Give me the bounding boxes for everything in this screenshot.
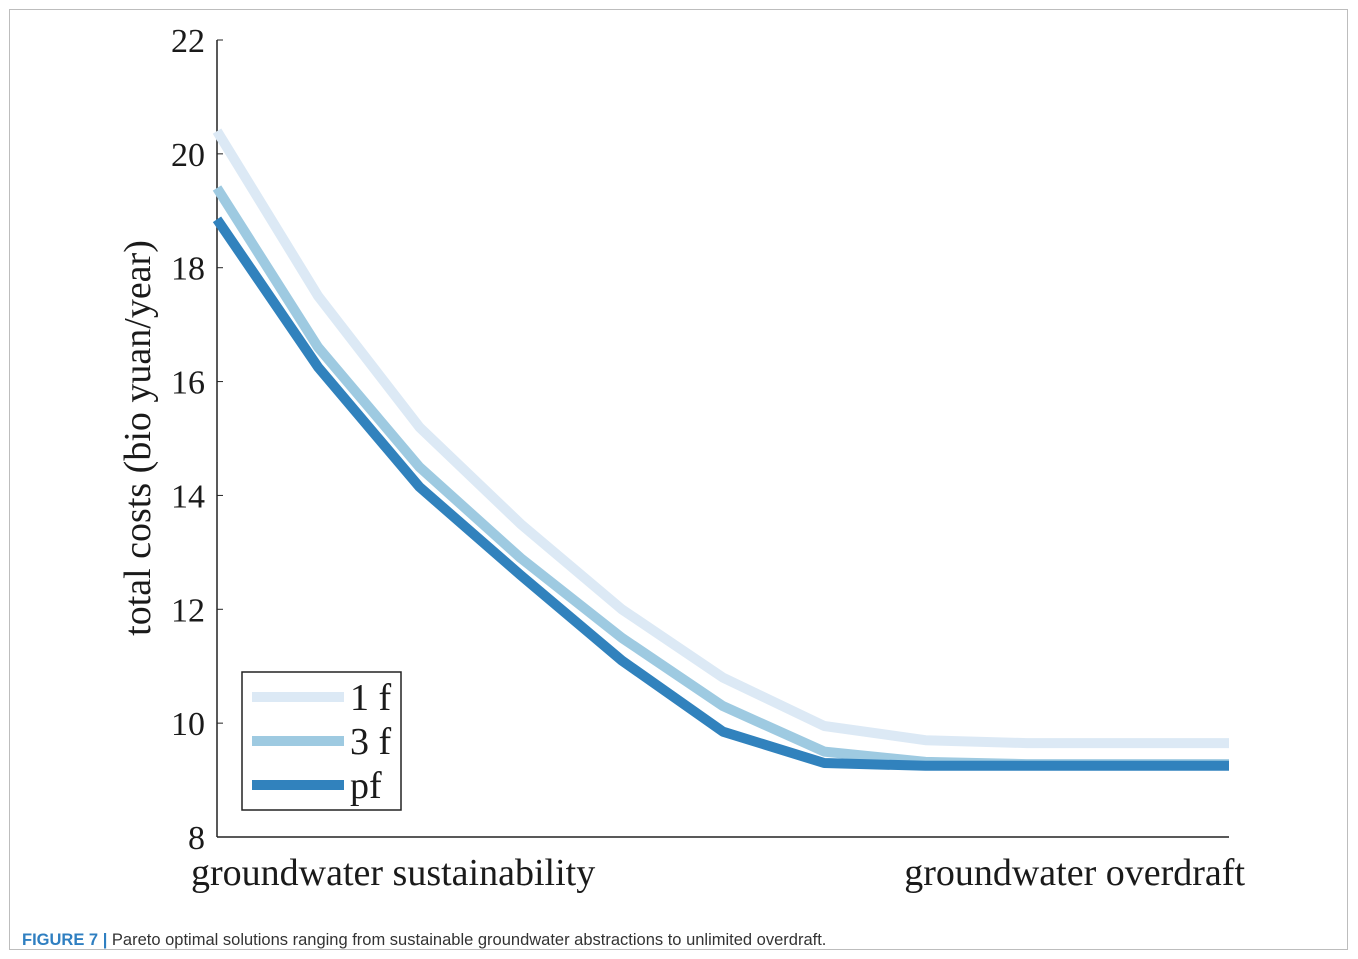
figure-separator: | xyxy=(102,931,108,949)
y-tick-label: 22 xyxy=(171,23,205,60)
figure-label: FIGURE 7 xyxy=(22,931,99,949)
axes: 8 10 12 14 16 18 20 22 xyxy=(171,23,1229,857)
y-tick-label: 14 xyxy=(171,478,205,515)
figure-caption: FIGURE 7 | Pareto optimal solutions rang… xyxy=(22,931,826,950)
legend: 1 f3 fpf xyxy=(241,671,402,811)
legend-label-1: 3 f xyxy=(350,721,392,763)
y-tick-label: 10 xyxy=(171,706,205,743)
y-tick-label: 18 xyxy=(171,251,205,288)
pareto-chart: 8 10 12 14 16 18 20 22 1 f3 fpf total costs (bi… xyxy=(117,23,1245,894)
series-line-0 xyxy=(212,128,1229,749)
y-tick-label: 16 xyxy=(171,365,205,402)
figure-frame xyxy=(9,9,1348,950)
x-axis-label-right: groundwater overdraft xyxy=(904,852,1245,894)
y-axis-label: total costs (bio yuan/year) xyxy=(117,240,159,636)
legend-label-2: pf xyxy=(350,765,382,807)
series-layer xyxy=(212,128,1229,771)
figure-caption-text: Pareto optimal solutions ranging from su… xyxy=(111,931,827,949)
x-axis-label-left: groundwater sustainability xyxy=(191,852,595,894)
y-tick-label: 12 xyxy=(171,592,205,629)
y-tick-label: 8 xyxy=(188,820,205,857)
y-tick-label: 20 xyxy=(171,137,205,174)
legend-label-0: 1 f xyxy=(350,677,392,719)
series-line-2 xyxy=(212,216,1229,771)
